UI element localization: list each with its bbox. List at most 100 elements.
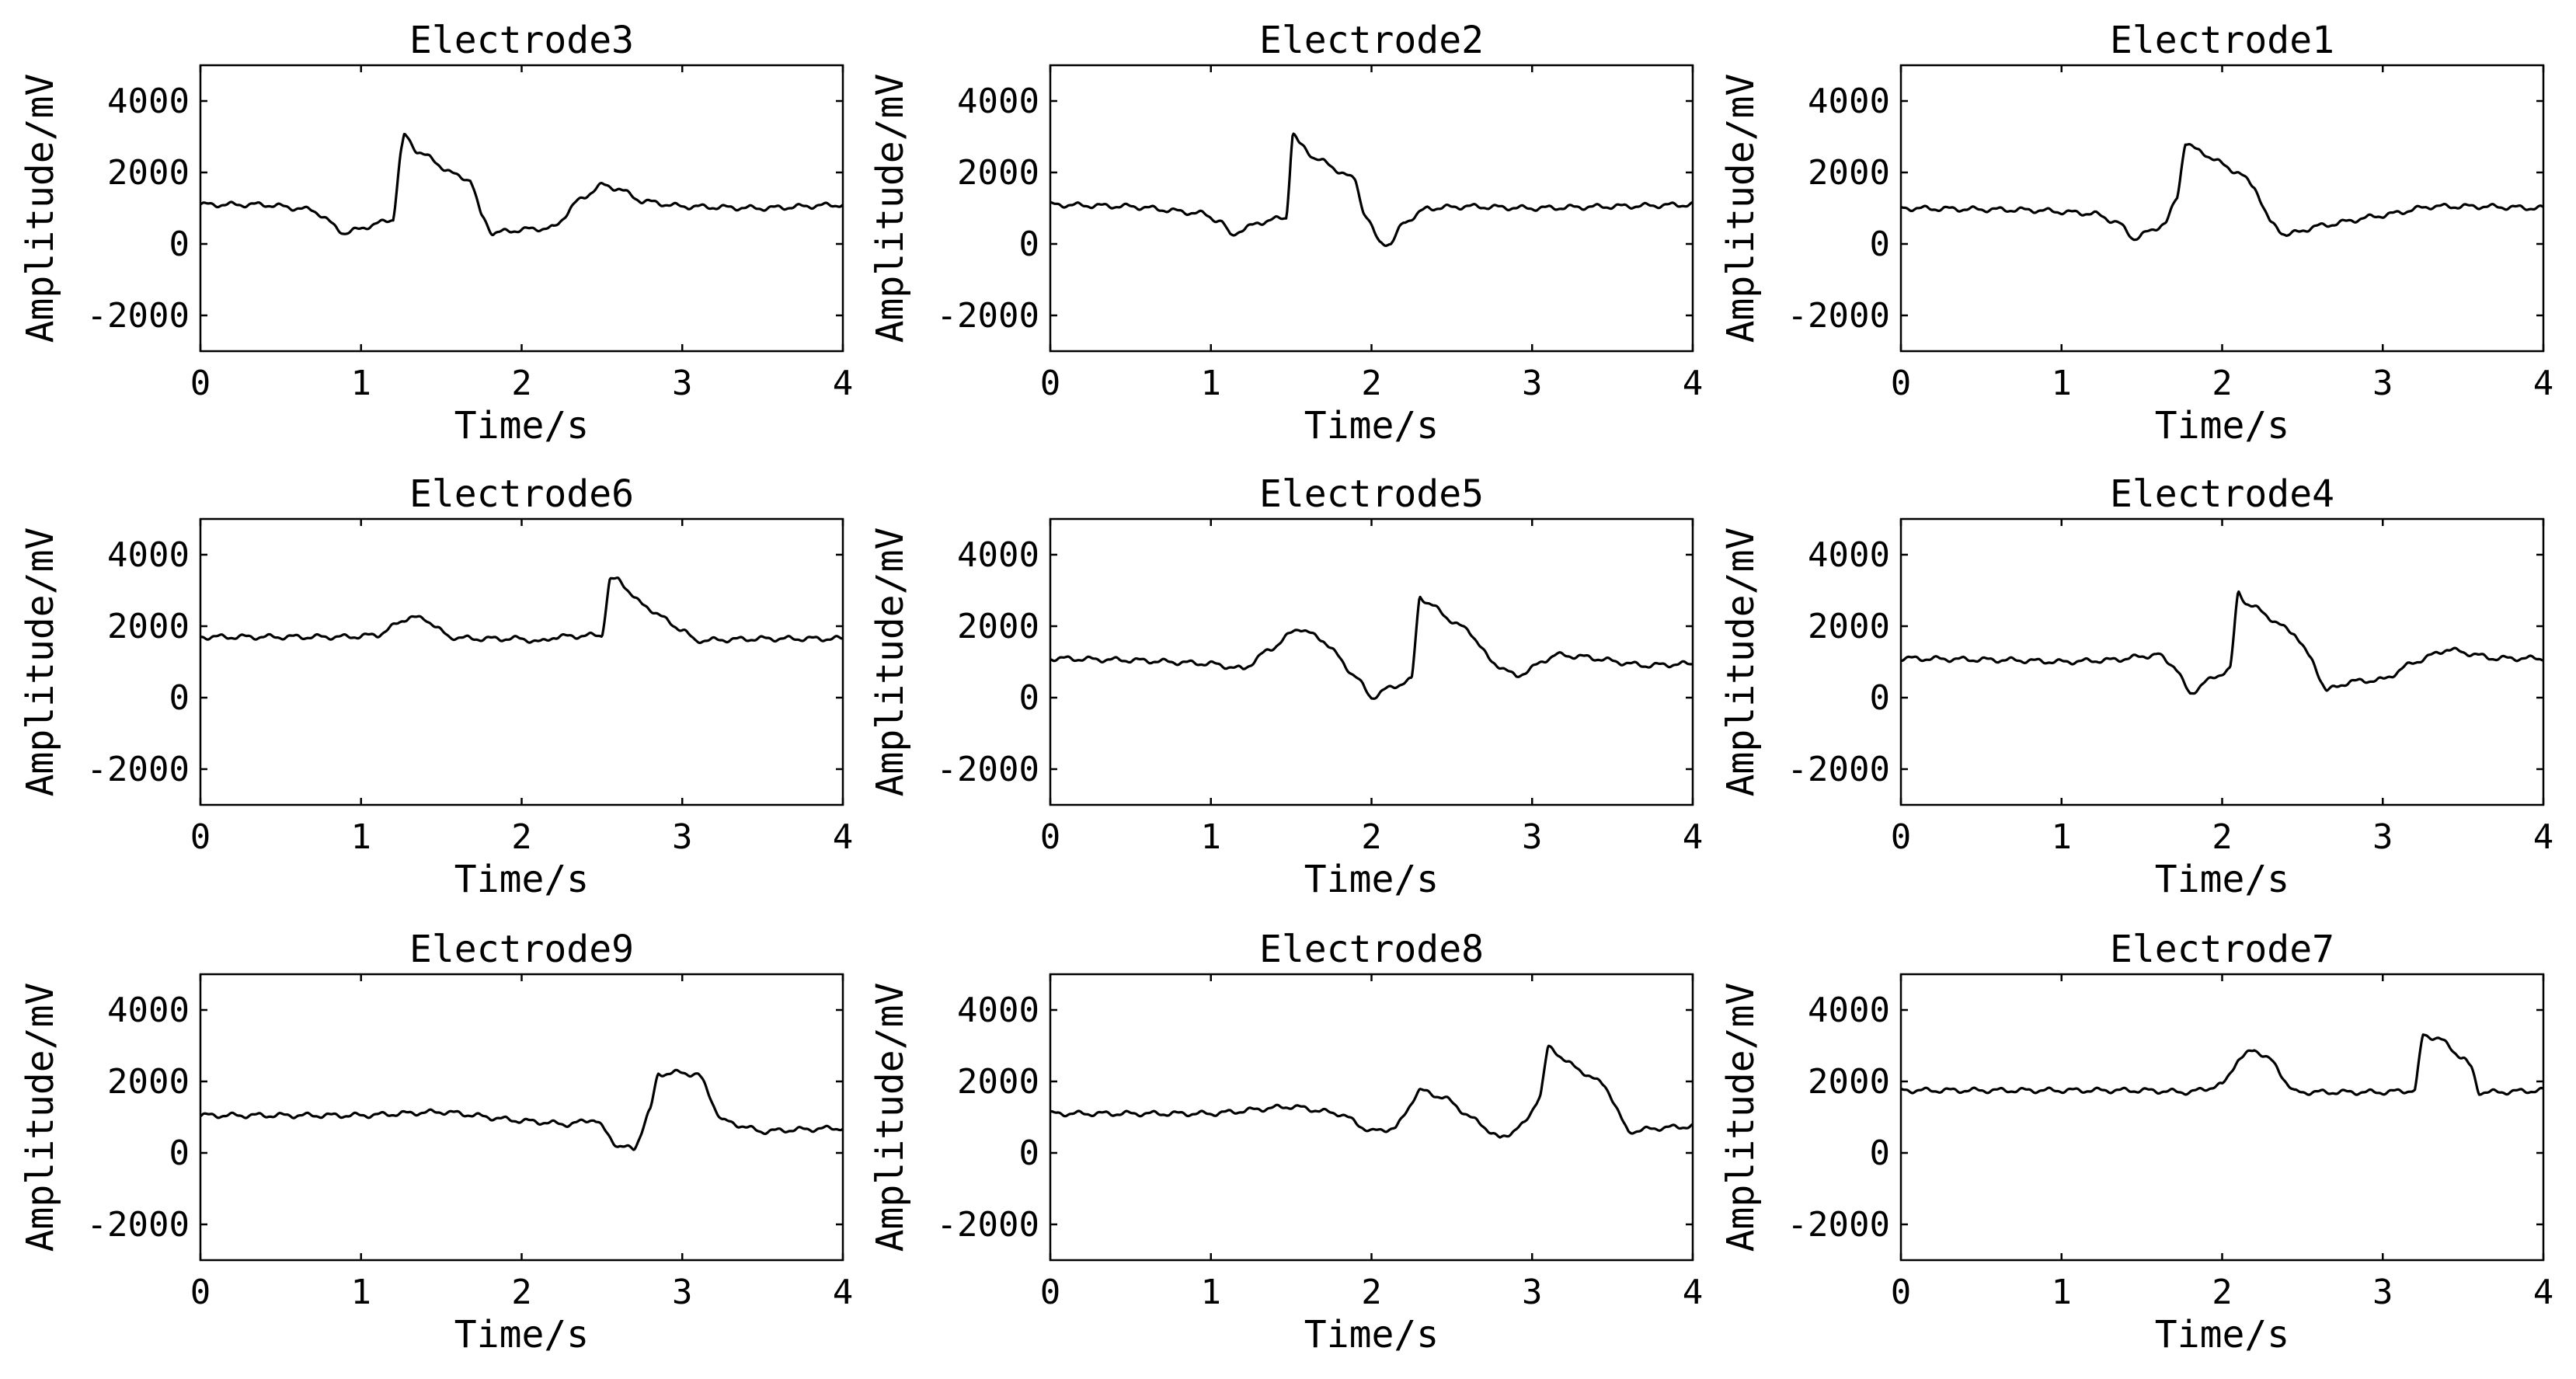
- x-tick-label: 3: [1522, 364, 1543, 403]
- x-tick-label: 2: [2212, 1273, 2233, 1312]
- y-tick-label: 2000: [1808, 607, 1890, 646]
- x-tick-label: 4: [1683, 1273, 1704, 1312]
- axes-frame: [1049, 973, 1694, 1262]
- x-tick-label: 0: [1891, 1273, 1912, 1312]
- x-tick-label: 0: [1891, 364, 1912, 403]
- chart-title: Electrode7: [2110, 928, 2334, 971]
- x-tick-label: 2: [1361, 1273, 1382, 1312]
- axes-frame: [1899, 973, 2545, 1262]
- y-axis-label: Amplitude/mV: [869, 74, 912, 343]
- y-tick-label: -2000: [1788, 750, 1890, 789]
- chart-title: Electrode5: [1259, 472, 1484, 516]
- x-tick-label: 0: [1040, 817, 1061, 857]
- y-tick-label: 2000: [957, 607, 1039, 646]
- x-tick-label: 2: [2212, 364, 2233, 403]
- x-axis-label: Time/s: [2155, 404, 2289, 447]
- x-tick-label: 4: [1683, 817, 1704, 857]
- x-axis-label: Time/s: [454, 1313, 589, 1356]
- y-axis-label: Amplitude/mV: [19, 983, 62, 1252]
- chart-title: Electrode2: [1259, 19, 1484, 62]
- y-tick-label: 4000: [957, 82, 1039, 121]
- x-tick-label: 0: [1040, 364, 1061, 403]
- x-tick-label: 3: [672, 364, 693, 403]
- signal-trace: [1900, 143, 2544, 242]
- y-tick-label: 4000: [1808, 991, 1890, 1030]
- signal-trace: [199, 1068, 844, 1151]
- chart-title: Electrode9: [409, 928, 634, 971]
- y-tick-label: -2000: [87, 1205, 190, 1245]
- y-tick-label: 4000: [107, 991, 190, 1030]
- x-tick-label: 0: [190, 817, 211, 857]
- y-tick-label: 2000: [107, 153, 190, 193]
- signal-trace: [200, 576, 844, 645]
- y-tick-label: 4000: [107, 535, 190, 575]
- y-tick-label: 4000: [1808, 82, 1890, 121]
- y-tick-label: 4000: [107, 82, 190, 121]
- x-tick-label: 1: [1201, 364, 1222, 403]
- x-axis-label: Time/s: [2155, 1313, 2289, 1356]
- signal-trace: [1050, 132, 1694, 247]
- axes-frame: [199, 517, 844, 806]
- x-axis-label: Time/s: [2155, 858, 2289, 901]
- x-tick-label: 3: [2372, 817, 2393, 857]
- x-tick-label: 2: [511, 364, 532, 403]
- y-tick-label: 0: [169, 225, 190, 264]
- x-tick-label: 4: [833, 364, 854, 403]
- chart-title: Electrode6: [409, 472, 634, 516]
- x-axis-label: Time/s: [454, 858, 589, 901]
- x-tick-label: 0: [190, 364, 211, 403]
- y-axis-label: Amplitude/mV: [1719, 528, 1763, 797]
- x-tick-label: 2: [511, 1273, 532, 1312]
- x-tick-label: 1: [2052, 817, 2073, 857]
- y-tick-label: 2000: [957, 1062, 1039, 1102]
- y-tick-label: 2000: [107, 607, 190, 646]
- x-tick-label: 1: [351, 1273, 372, 1312]
- x-axis-label: Time/s: [1304, 858, 1439, 901]
- x-tick-label: 2: [511, 817, 532, 857]
- x-tick-label: 1: [2052, 364, 2073, 403]
- signal-trace: [1050, 595, 1694, 700]
- y-tick-label: -2000: [87, 296, 190, 336]
- x-tick-label: 1: [351, 364, 372, 403]
- x-axis-label: Time/s: [1304, 404, 1439, 447]
- y-tick-label: 4000: [957, 991, 1039, 1030]
- x-tick-label: 1: [1201, 817, 1222, 857]
- y-tick-label: -2000: [1788, 1205, 1890, 1245]
- y-tick-label: 4000: [1808, 535, 1890, 575]
- x-tick-label: 3: [2372, 1273, 2393, 1312]
- y-tick-label: 2000: [1808, 1062, 1890, 1102]
- x-tick-label: 4: [2533, 1273, 2554, 1312]
- x-tick-label: 3: [1522, 1273, 1543, 1312]
- x-tick-label: 0: [190, 1273, 211, 1312]
- y-tick-label: 0: [1870, 678, 1891, 718]
- y-tick-label: -2000: [937, 296, 1039, 336]
- y-tick-label: 0: [1019, 225, 1040, 264]
- y-tick-label: 0: [1019, 678, 1040, 718]
- chart-title: Electrode8: [1259, 928, 1484, 971]
- x-tick-label: 1: [1201, 1273, 1222, 1312]
- x-tick-label: 0: [1040, 1273, 1061, 1312]
- x-tick-label: 3: [2372, 364, 2393, 403]
- x-tick-label: 3: [672, 1273, 693, 1312]
- y-axis-label: Amplitude/mV: [19, 528, 62, 797]
- y-tick-label: -2000: [937, 750, 1039, 789]
- x-tick-label: 0: [1891, 817, 1912, 857]
- signal-trace: [1900, 1033, 2544, 1096]
- y-tick-label: 0: [1870, 1133, 1891, 1173]
- x-tick-label: 4: [833, 817, 854, 857]
- x-tick-label: 1: [2052, 1273, 2073, 1312]
- y-axis-label: Amplitude/mV: [1719, 74, 1763, 343]
- signal-trace: [199, 133, 844, 237]
- x-tick-label: 2: [1361, 364, 1382, 403]
- chart-title: Electrode3: [409, 19, 634, 62]
- y-tick-label: 2000: [957, 153, 1039, 193]
- x-tick-label: 3: [672, 817, 693, 857]
